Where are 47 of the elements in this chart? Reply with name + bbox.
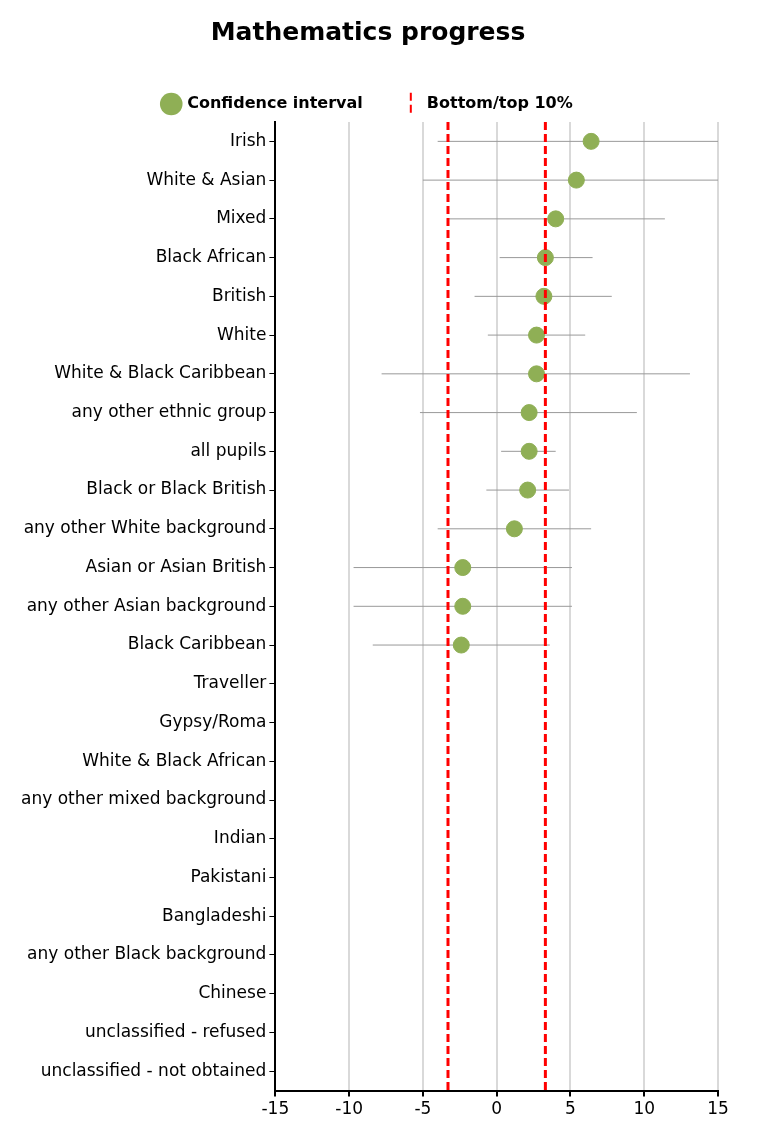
- legend-label: Bottom/top 10%: [426, 93, 573, 113]
- point: [505, 520, 523, 538]
- y-tick-label: any other White background: [23, 517, 267, 538]
- y-tick-label: British: [211, 284, 267, 305]
- y-tick-label: White & Black Caribbean: [54, 362, 267, 383]
- x-tick-label: -5: [414, 1098, 432, 1119]
- y-tick-label: unclassified - refused: [85, 1020, 267, 1041]
- legend-label: Confidence interval: [187, 93, 363, 113]
- x-tick-label: -15: [261, 1098, 290, 1119]
- point: [582, 132, 600, 150]
- point: [520, 442, 538, 460]
- point: [519, 481, 537, 499]
- y-tick-label: Gypsy/Roma: [159, 710, 267, 731]
- y-tick-label: Traveller: [192, 672, 267, 693]
- point: [547, 210, 565, 228]
- y-tick-label: Mixed: [216, 207, 267, 228]
- y-tick-label: White & Asian: [146, 168, 267, 189]
- point: [528, 365, 546, 383]
- x-tick-label: 5: [565, 1098, 576, 1119]
- point: [454, 559, 472, 577]
- chart-title: Mathematics progress: [210, 16, 526, 46]
- x-tick-label: 0: [491, 1098, 503, 1119]
- y-tick-label: White: [216, 323, 267, 344]
- point: [452, 636, 470, 654]
- y-tick-label: Irish: [230, 129, 267, 150]
- y-tick-label: Black Caribbean: [127, 633, 267, 654]
- point: [567, 171, 585, 189]
- y-tick-label: Bangladeshi: [161, 904, 267, 925]
- y-tick-label: Indian: [213, 827, 267, 848]
- x-tick-label: -10: [335, 1098, 364, 1119]
- y-tick-label: any other ethnic group: [71, 401, 267, 421]
- y-tick-label: Chinese: [198, 982, 267, 1003]
- y-tick-label: all pupils: [190, 439, 267, 460]
- y-tick-label: any other mixed background: [21, 788, 267, 809]
- point: [454, 597, 472, 615]
- x-tick-label: 15: [707, 1098, 729, 1119]
- x-tick-label: 10: [633, 1098, 656, 1119]
- y-tick-label: any other Asian background: [26, 594, 267, 615]
- point: [520, 404, 538, 422]
- y-tick-label: White & Black African: [82, 749, 267, 770]
- y-tick-label: Pakistani: [190, 865, 267, 886]
- y-tick-label: Asian or Asian British: [85, 555, 267, 576]
- y-tick-label: Black African: [155, 246, 267, 267]
- y-tick-label: unclassified - not obtained: [40, 1059, 267, 1080]
- y-tick-label: Black or Black British: [86, 478, 267, 499]
- point: [528, 326, 546, 344]
- y-tick-label: any other Black background: [27, 943, 267, 964]
